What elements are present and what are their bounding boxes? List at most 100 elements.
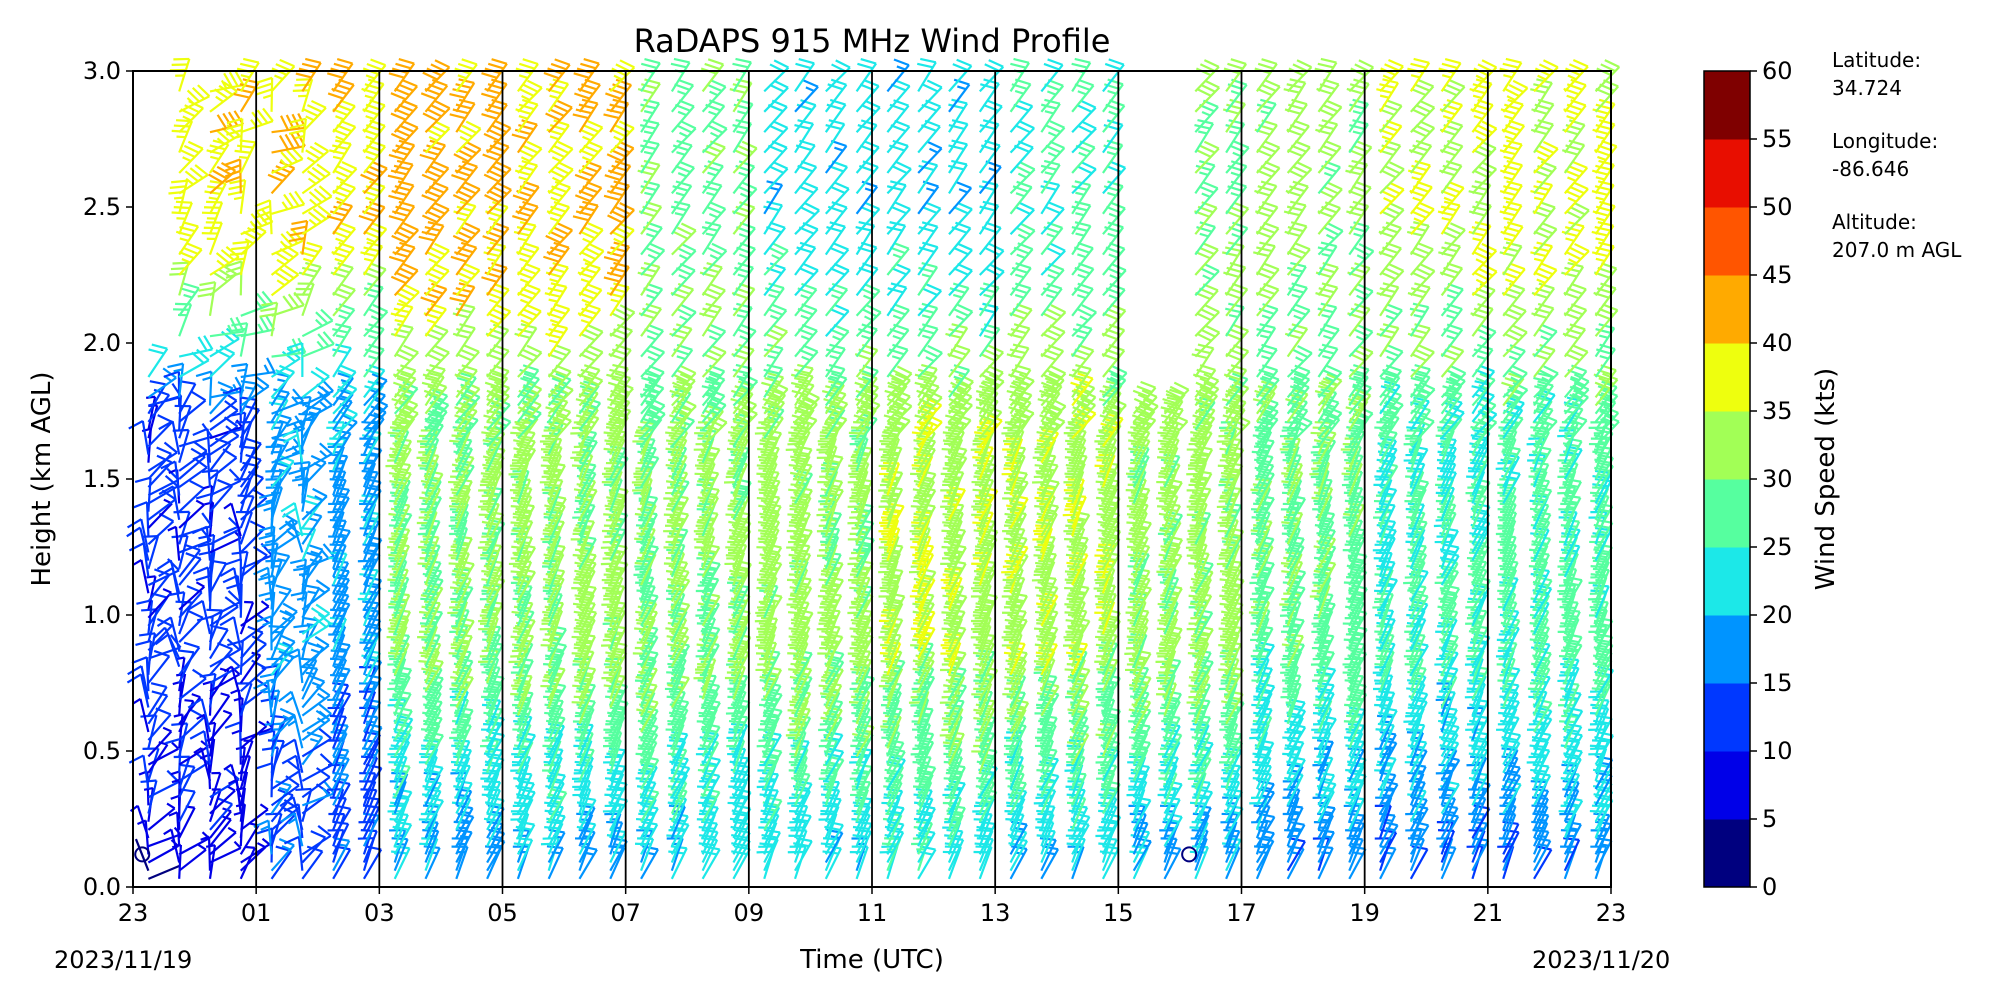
barb-feather [607,835,623,837]
barb-feather [334,64,349,68]
barb-feather [291,221,307,224]
barb-feather [551,64,566,69]
barb-feather [519,75,528,78]
barb-feather [261,601,268,606]
barb-feather [451,175,466,180]
barb-feather [482,534,498,535]
barb-feather [520,279,528,282]
barb-feather [434,162,449,168]
barb-feather [543,591,559,592]
barb-feather [184,295,193,298]
barb-staff [302,613,329,634]
barb-feather [494,284,509,290]
wind-barb [173,304,191,336]
barb-feather [392,191,407,195]
barb-staff [302,344,334,357]
barb-feather [544,73,559,78]
barb-feather [309,178,316,183]
barb-feather [487,259,496,261]
barb-feather [515,171,530,175]
barb-feather [256,616,271,621]
wind-barb [205,181,226,214]
barb-feather [365,96,374,99]
barb-feather [389,73,404,77]
barb-feather [265,365,269,373]
barb-feather [605,697,621,698]
barb-feather [302,64,318,68]
barb-feather [482,786,498,787]
barb-feather [128,666,142,674]
barb-feather [362,602,378,604]
barb-feather [404,223,419,230]
barb-feather [399,268,414,274]
barb-feather [429,280,437,284]
barb-feather [183,222,198,226]
barb-feather [450,114,466,118]
barb-feather [223,711,231,714]
barb-feather [369,309,384,316]
barb-staff [210,804,232,830]
barb-feather [426,211,441,218]
wind-barb [272,191,305,213]
barb-staff [148,656,169,683]
barb-feather [395,272,410,278]
barb-feather [515,512,531,513]
barb-feather [188,142,202,149]
barb-feather [527,346,541,353]
wind-barb [391,846,409,879]
barb-feather [400,350,415,357]
barb-feather [515,334,531,338]
barb-feather [187,243,202,249]
barb-feather [512,135,527,139]
barb-feather [203,377,212,380]
barb-feather [388,176,404,180]
barb-feather [232,731,240,734]
barb-staff [148,846,178,863]
barb-feather [163,589,171,593]
barb-feather [395,320,404,322]
barb-feather [492,59,507,64]
barb-feather [279,592,288,594]
wind-barb [210,382,233,414]
barb-feather [250,521,264,528]
wind-barb [294,284,314,316]
barb-feather [546,113,561,120]
barb-feather [580,334,595,341]
barb-feather [337,59,352,63]
barb-staff [302,321,332,337]
barb-feather [482,705,498,706]
barb-feather [397,161,413,165]
barb-feather [364,259,373,261]
barb-feather [575,656,591,658]
barb-feather [546,512,562,513]
barb-feather [228,656,240,667]
barb-staff [302,496,326,520]
barb-feather [192,694,200,697]
barb-feather [134,560,142,565]
barb-feather [262,543,278,545]
barb-feather [489,218,498,221]
barb-feather [255,200,270,206]
barb-feather [458,64,473,69]
barb-feather [430,207,445,214]
barb-feather [403,264,418,270]
barb-feather [492,309,507,316]
barb-feather [519,789,535,792]
barb-feather [484,175,498,182]
barb-staff [148,808,174,830]
barb-feather [317,341,323,348]
barb-feather [209,198,218,199]
barb-feather [420,599,436,600]
barb-feather [588,325,603,332]
wind-barb [241,601,269,626]
barb-feather [184,700,193,701]
barb-feather [461,268,476,274]
barb-feather [307,105,321,112]
barb-feather [150,381,166,384]
barb-feather [164,829,172,834]
barb-feather [336,239,344,242]
barb-feather [575,729,591,730]
wind-barb [210,591,240,618]
barb-feather [192,392,206,400]
barb-feather [258,324,263,332]
